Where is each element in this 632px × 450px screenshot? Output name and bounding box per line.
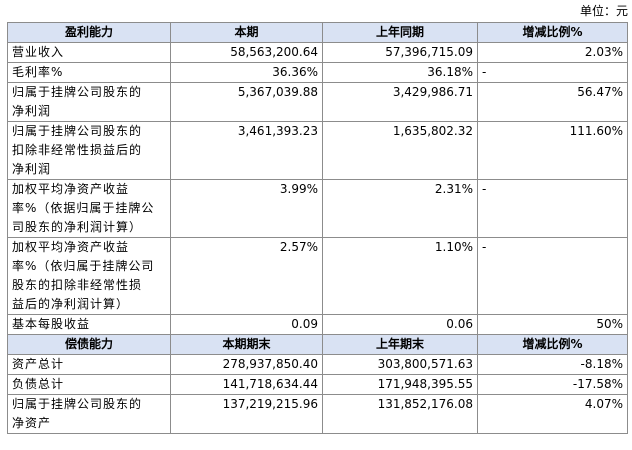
header-previous-period-end: 上年期末 [322, 334, 478, 355]
previous-value: 2.31% [322, 179, 478, 238]
table-row: 毛利率% 36.36% 36.18% - [7, 62, 628, 83]
row-label-line: 净利润 [12, 162, 52, 176]
header-period-end: 本期期末 [170, 334, 323, 355]
table-row: 归属于挂牌公司股东的 净利润 5,367,039.88 3,429,986.71… [7, 82, 628, 122]
row-label: 归属于挂牌公司股东的 扣除非经常性损益后的 净利润 [7, 121, 171, 180]
current-value: 36.36% [170, 62, 323, 83]
current-value: 141,718,634.44 [170, 374, 323, 395]
unit-label: 单位：元 [579, 4, 628, 18]
current-value: 137,219,215.96 [170, 394, 323, 434]
table-row: 归属于挂牌公司股东的 净资产 137,219,215.96 131,852,17… [7, 394, 628, 434]
change-value: 50% [477, 314, 628, 335]
previous-value: 171,948,395.55 [322, 374, 478, 395]
header-current-period: 本期 [170, 22, 323, 43]
current-value: 58,563,200.64 [170, 42, 323, 63]
row-label-line: 归属于挂牌公司股东的 [12, 124, 143, 138]
previous-value: 131,852,176.08 [322, 394, 478, 434]
row-label: 营业收入 [7, 42, 171, 63]
financial-table: 盈利能力 本期 上年同期 增减比例% 营业收入 58,563,200.64 57… [7, 22, 628, 434]
row-label-line: 净利润 [12, 104, 52, 118]
row-label-line: 净资产 [12, 416, 52, 430]
change-value: -17.58% [477, 374, 628, 395]
header-previous-period: 上年同期 [322, 22, 478, 43]
row-label-line: 负债总计 [12, 377, 65, 391]
row-label-line: 营业收入 [12, 45, 65, 59]
change-value: - [477, 62, 628, 83]
change-value: - [477, 237, 628, 315]
header-change-ratio: 增减比例% [477, 334, 628, 355]
table-row: 基本每股收益 0.09 0.06 50% [7, 314, 628, 335]
table-row: 归属于挂牌公司股东的 扣除非经常性损益后的 净利润 3,461,393.23 1… [7, 121, 628, 180]
row-label-line: 扣除非经常性损益后的 [12, 143, 143, 157]
change-value: 111.60% [477, 121, 628, 180]
row-label-line: 归属于挂牌公司股东的 [12, 85, 143, 99]
change-value: 4.07% [477, 394, 628, 434]
change-value: -8.18% [477, 354, 628, 375]
table-row: 营业收入 58,563,200.64 57,396,715.09 2.03% [7, 42, 628, 63]
header-profit-ability: 盈利能力 [7, 22, 171, 43]
row-label-line: 益后的净利润计算） [12, 297, 130, 311]
row-label-line: 加权平均净资产收益 [12, 240, 130, 254]
change-value: 2.03% [477, 42, 628, 63]
row-label-line: 资产总计 [12, 357, 65, 371]
previous-value: 303,800,571.63 [322, 354, 478, 375]
row-label: 负债总计 [7, 374, 171, 395]
previous-value: 0.06 [322, 314, 478, 335]
row-label-line: 率%（依据归属于挂牌公 [12, 201, 155, 215]
header-solvency: 偿债能力 [7, 334, 171, 355]
current-value: 278,937,850.40 [170, 354, 323, 375]
change-value: 56.47% [477, 82, 628, 122]
previous-value: 3,429,986.71 [322, 82, 478, 122]
previous-value: 1.10% [322, 237, 478, 315]
current-value: 0.09 [170, 314, 323, 335]
row-label-line: 基本每股收益 [12, 317, 91, 331]
current-value: 5,367,039.88 [170, 82, 323, 122]
change-value: - [477, 179, 628, 238]
row-label: 加权平均净资产收益 率%（依据归属于挂牌公 司股东的净利润计算） [7, 179, 171, 238]
table-row: 加权平均净资产收益 率%（依据归属于挂牌公 司股东的净利润计算） 3.99% 2… [7, 179, 628, 238]
previous-value: 57,396,715.09 [322, 42, 478, 63]
current-value: 3,461,393.23 [170, 121, 323, 180]
solvency-header-row: 偿债能力 本期期末 上年期末 增减比例% [7, 334, 628, 355]
table-row: 加权平均净资产收益 率%（依归属于挂牌公司 股东的扣除非经常性损 益后的净利润计… [7, 237, 628, 315]
row-label-line: 股东的扣除非经常性损 [12, 278, 143, 292]
table-row: 资产总计 278,937,850.40 303,800,571.63 -8.18… [7, 354, 628, 375]
row-label-line: 归属于挂牌公司股东的 [12, 397, 143, 411]
previous-value: 36.18% [322, 62, 478, 83]
row-label-line: 司股东的净利润计算） [12, 220, 143, 234]
previous-value: 1,635,802.32 [322, 121, 478, 180]
row-label: 归属于挂牌公司股东的 净利润 [7, 82, 171, 122]
row-label: 加权平均净资产收益 率%（依归属于挂牌公司 股东的扣除非经常性损 益后的净利润计… [7, 237, 171, 315]
profit-header-row: 盈利能力 本期 上年同期 增减比例% [7, 22, 628, 43]
table-row: 负债总计 141,718,634.44 171,948,395.55 -17.5… [7, 374, 628, 395]
row-label: 资产总计 [7, 354, 171, 375]
current-value: 3.99% [170, 179, 323, 238]
row-label: 基本每股收益 [7, 314, 171, 335]
row-label: 归属于挂牌公司股东的 净资产 [7, 394, 171, 434]
row-label: 毛利率% [7, 62, 171, 83]
row-label-line: 加权平均净资产收益 [12, 182, 130, 196]
current-value: 2.57% [170, 237, 323, 315]
row-label-line: 率%（依归属于挂牌公司 [12, 259, 155, 273]
header-change-ratio: 增减比例% [477, 22, 628, 43]
row-label-line: 毛利率% [12, 65, 64, 79]
